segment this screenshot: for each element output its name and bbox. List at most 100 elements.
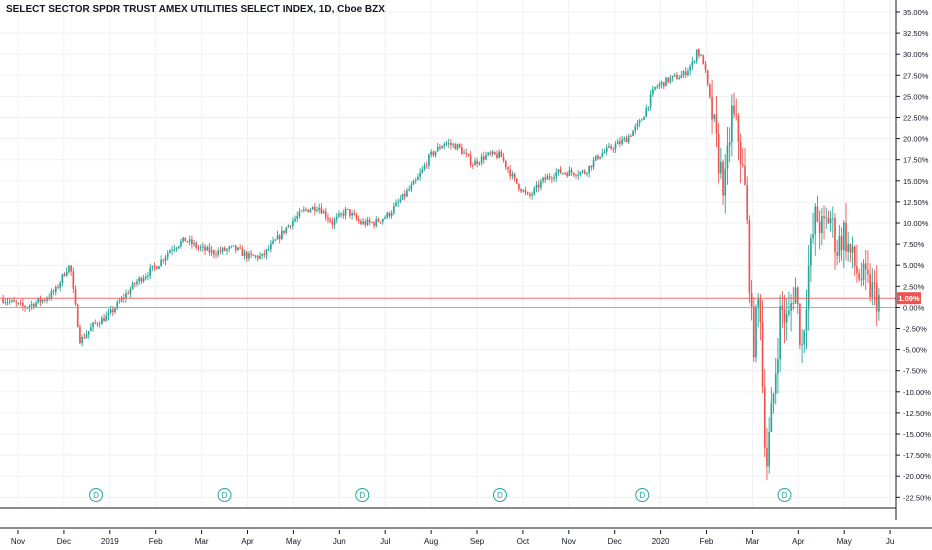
candle-body	[390, 212, 393, 217]
candle-body	[597, 155, 599, 159]
candle-body	[544, 177, 547, 180]
candle-body	[252, 254, 255, 257]
x-tick-label: Jun	[333, 537, 346, 546]
dividend-marker[interactable]	[635, 488, 650, 502]
candle-body	[535, 184, 538, 189]
candle-body	[715, 114, 718, 134]
candle-body	[4, 301, 7, 303]
price-scale[interactable]: 35.00% 32.50% 30.00% 27.50% 25.00% 22.50% 20.0…	[895, 0, 931, 520]
candle-body	[452, 144, 454, 146]
candle-body	[256, 255, 259, 259]
candle-body	[726, 145, 729, 169]
candle-body	[632, 130, 634, 137]
candle-body	[388, 212, 391, 217]
candle-body	[399, 199, 402, 202]
candle-body	[524, 190, 527, 193]
candle-body	[281, 230, 283, 240]
candle-body	[162, 259, 165, 261]
y-tick-label: -17.50%	[903, 451, 931, 460]
candle-body	[294, 218, 296, 222]
candle-body	[140, 277, 143, 282]
candle-body	[215, 254, 217, 256]
x-tick-label: Apr	[241, 537, 254, 546]
candle-body	[827, 217, 830, 224]
candle-body	[564, 173, 566, 174]
candlestick-series	[2, 47, 880, 481]
candle-body	[634, 126, 637, 131]
candle-body	[623, 138, 626, 140]
candle-body	[823, 216, 825, 218]
candle-body	[608, 146, 610, 148]
y-tick-label: -5.00%	[903, 346, 927, 355]
candle-body	[92, 322, 94, 328]
candle-body	[577, 174, 580, 176]
candle-body	[498, 151, 501, 158]
candle-body	[774, 373, 777, 394]
y-tick-label: 15.00%	[903, 177, 929, 186]
candle-body	[408, 189, 411, 191]
candle-body	[548, 176, 551, 179]
candle-body	[309, 209, 312, 212]
candle-body	[526, 192, 529, 194]
x-tick-label: Mar	[746, 537, 760, 546]
candle-body	[276, 235, 279, 240]
candle-body	[28, 305, 31, 308]
candle-body	[362, 221, 364, 224]
candle-body	[302, 209, 305, 211]
candle-body	[333, 219, 336, 225]
candle-body	[551, 178, 553, 179]
candle-body	[456, 144, 459, 150]
candle-body	[621, 139, 623, 144]
candle-body	[665, 77, 667, 87]
candle-body	[37, 298, 40, 303]
candle-body	[586, 173, 588, 175]
candle-body	[643, 116, 645, 120]
candle-body	[847, 243, 850, 252]
candle-body	[533, 188, 536, 195]
candle-body	[41, 299, 44, 303]
candle-body	[625, 138, 628, 143]
dividend-marker[interactable]	[777, 488, 792, 502]
candle-body	[65, 271, 68, 276]
candle-body	[654, 86, 656, 90]
candle-body	[70, 265, 72, 272]
candle-body	[177, 246, 180, 248]
candle-body	[439, 146, 441, 149]
x-tick-label: Nov	[11, 537, 25, 546]
candle-body	[520, 189, 522, 192]
candle-body	[731, 105, 733, 143]
candle-body	[592, 160, 595, 168]
y-tick-label: 2.50%	[903, 282, 925, 291]
dividend-marker[interactable]	[355, 488, 370, 502]
candle-body	[724, 168, 727, 196]
candle-body	[94, 322, 97, 324]
candle-body	[322, 211, 325, 214]
candle-body	[270, 243, 272, 250]
candle-body	[6, 301, 9, 303]
candle-body	[313, 206, 316, 211]
candle-body	[204, 246, 206, 251]
candle-body	[447, 143, 450, 144]
candle-body	[101, 318, 103, 325]
candle-body	[471, 165, 474, 166]
candle-body	[223, 247, 226, 251]
dividend-marker[interactable]	[492, 488, 507, 502]
last-price-label: 1.09%	[898, 294, 920, 303]
candle-body	[682, 71, 685, 76]
dividend-marker[interactable]	[89, 488, 104, 502]
candle-body	[87, 330, 90, 335]
candle-body	[278, 235, 281, 240]
candle-body	[120, 297, 123, 302]
x-tick-label: Jul	[380, 537, 390, 546]
candle-body	[263, 253, 266, 256]
candle-body	[316, 209, 318, 211]
candle-body	[43, 299, 46, 301]
candle-body	[85, 334, 88, 339]
x-tick-label: Oct	[517, 537, 530, 546]
dividend-marker[interactable]	[217, 488, 232, 502]
candle-body	[318, 207, 321, 210]
candle-body	[761, 322, 764, 388]
candle-body	[568, 170, 571, 176]
time-scale[interactable]: Nov Dec 2019 Feb Mar Apr May Jun Jul Aug Sep Oct Nov…	[0, 507, 932, 546]
candle-body	[522, 190, 525, 192]
